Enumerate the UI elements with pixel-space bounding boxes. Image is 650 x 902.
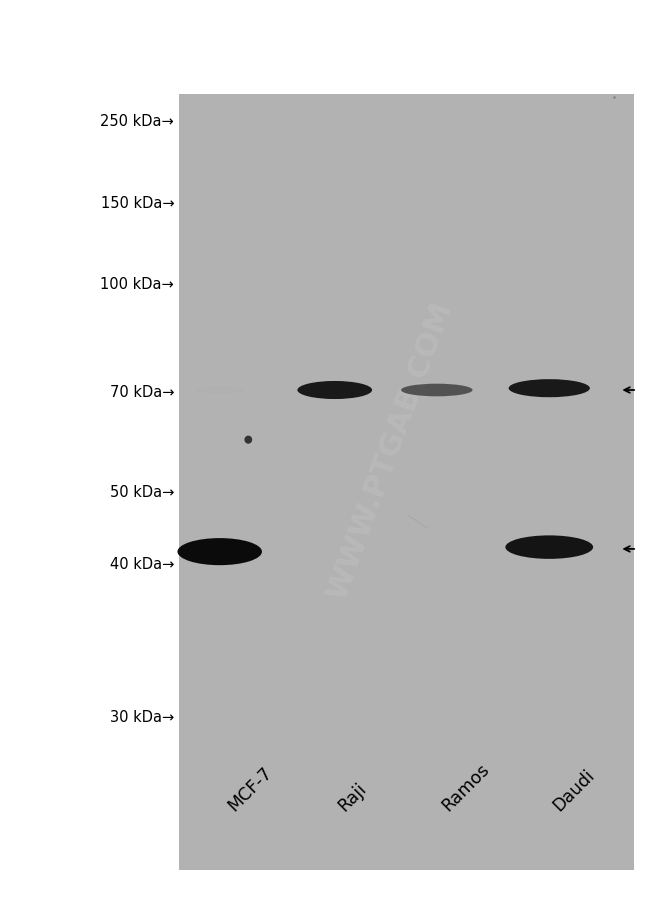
- Ellipse shape: [506, 536, 593, 559]
- Text: Ramos: Ramos: [439, 759, 493, 814]
- Text: 70 kDa→: 70 kDa→: [110, 385, 174, 400]
- Text: 150 kDa→: 150 kDa→: [101, 196, 174, 210]
- Ellipse shape: [244, 436, 252, 444]
- Text: 50 kDa→: 50 kDa→: [110, 484, 174, 499]
- Text: Raji: Raji: [335, 778, 370, 814]
- Text: 250 kDa→: 250 kDa→: [101, 115, 174, 129]
- Ellipse shape: [196, 387, 244, 394]
- Text: WWW.PTGAB.COM: WWW.PTGAB.COM: [322, 299, 458, 603]
- Text: MCF-7: MCF-7: [224, 762, 276, 814]
- Bar: [179, 95, 634, 870]
- Text: 100 kDa→: 100 kDa→: [101, 277, 174, 291]
- Text: 40 kDa→: 40 kDa→: [110, 557, 174, 571]
- Text: 30 kDa→: 30 kDa→: [110, 710, 174, 724]
- Ellipse shape: [298, 382, 372, 400]
- Text: Daudi: Daudi: [549, 765, 598, 814]
- Ellipse shape: [401, 384, 473, 397]
- Ellipse shape: [508, 380, 590, 398]
- Ellipse shape: [177, 538, 262, 566]
